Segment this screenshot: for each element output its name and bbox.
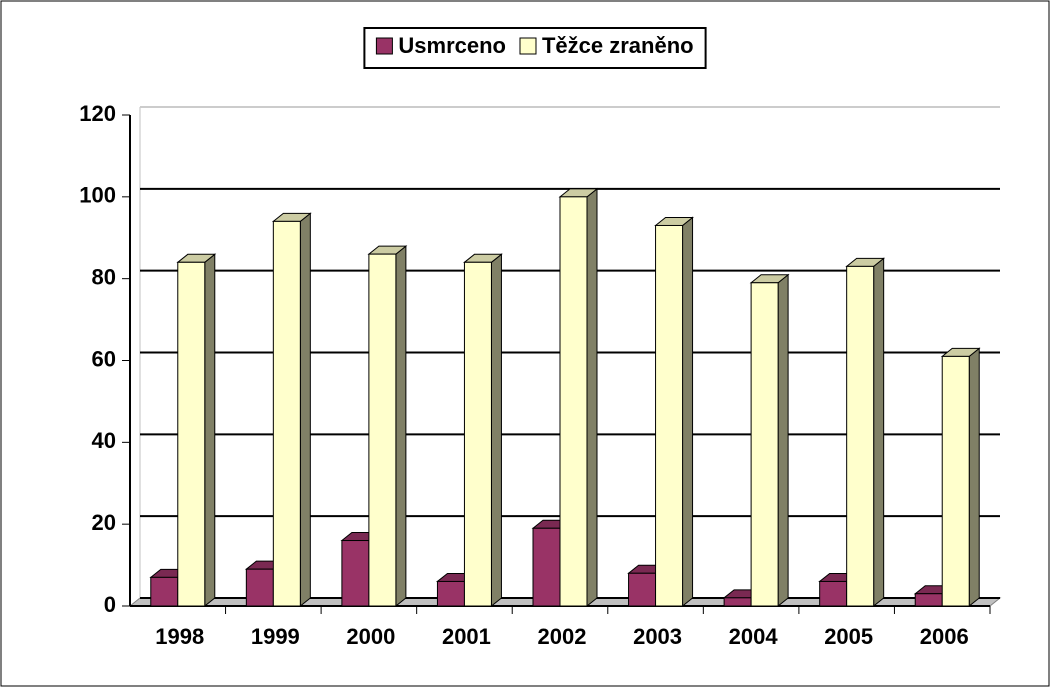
bar-front xyxy=(750,282,779,607)
x-tick-label: 2003 xyxy=(633,624,682,649)
bar-side xyxy=(777,273,789,608)
y-tick-label: 0 xyxy=(104,592,116,617)
x-tick-label: 2001 xyxy=(442,624,491,649)
legend-swatch xyxy=(375,37,393,55)
bar-side xyxy=(204,253,216,608)
x-tick-label: 2006 xyxy=(920,624,969,649)
bar-front xyxy=(628,572,657,607)
bar-front xyxy=(150,576,179,607)
bar-front xyxy=(245,568,274,607)
bar xyxy=(558,187,599,608)
bar-front xyxy=(463,261,492,607)
y-tick-label: 100 xyxy=(79,183,116,208)
legend-label: Usmrceno xyxy=(398,33,506,58)
bar-front xyxy=(819,580,848,607)
bar-side xyxy=(490,253,502,608)
bar-front xyxy=(941,355,970,607)
bar-side xyxy=(586,187,598,608)
y-tick-label: 120 xyxy=(79,101,116,126)
legend: Usmrceno Těžce zraněno xyxy=(363,27,707,69)
bar xyxy=(367,245,408,608)
x-tick-label: 2004 xyxy=(729,624,779,649)
bar-front xyxy=(368,253,397,607)
bar-front xyxy=(914,593,943,607)
y-tick-label: 60 xyxy=(92,346,116,371)
bar xyxy=(463,253,503,608)
legend-label: Těžce zraněno xyxy=(542,33,694,58)
bar-front xyxy=(177,261,206,607)
bar-side xyxy=(299,212,311,608)
bar-side xyxy=(682,216,694,608)
bar xyxy=(749,273,790,608)
y-tick-label: 80 xyxy=(92,264,116,289)
bar xyxy=(654,216,694,608)
bar-front xyxy=(341,540,370,607)
bar-side xyxy=(968,347,980,608)
y-tick-label: 20 xyxy=(92,510,116,535)
x-tick-label: 1999 xyxy=(251,624,300,649)
bar xyxy=(271,212,312,608)
x-tick-label: 2005 xyxy=(824,624,873,649)
bar xyxy=(845,257,886,608)
bar xyxy=(940,347,981,608)
x-tick-label: 1998 xyxy=(155,624,204,649)
bar-side xyxy=(395,245,407,608)
x-tick-label: 2002 xyxy=(538,624,587,649)
bar xyxy=(176,253,217,608)
bar-front xyxy=(655,224,684,607)
bar-front xyxy=(723,597,752,607)
y-tick-label: 40 xyxy=(92,428,116,453)
bar-front xyxy=(559,196,588,607)
x-tick-label: 2000 xyxy=(346,624,395,649)
bar-front xyxy=(532,527,561,607)
bar-side xyxy=(873,257,885,608)
bar-front xyxy=(846,265,875,607)
legend-swatch xyxy=(519,37,537,55)
bar-front xyxy=(436,580,465,607)
bar-front xyxy=(272,220,301,607)
